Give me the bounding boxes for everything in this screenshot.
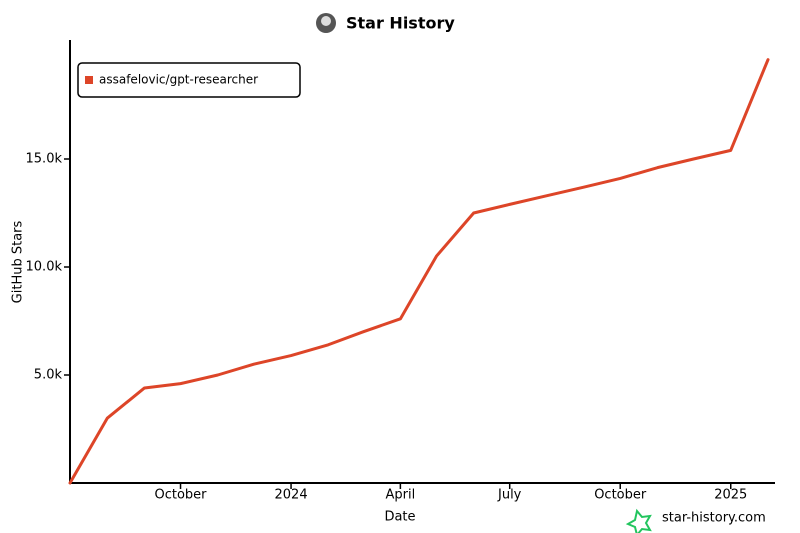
legend-swatch [85, 76, 93, 84]
y-tick-label: 15.0k [26, 152, 63, 167]
chart-title: Star History [346, 14, 455, 33]
avatar-face [321, 16, 331, 26]
legend-label: assafelovic/gpt-researcher [99, 73, 258, 87]
y-axis-label: GitHub Stars [11, 220, 26, 303]
x-tick-label: October [155, 488, 208, 503]
y-tick-label: 5.0k [34, 368, 63, 383]
watermark-icon [625, 508, 652, 533]
x-axis-label: Date [384, 510, 415, 525]
x-tick-label: October [594, 488, 647, 503]
x-tick-label: July [497, 488, 522, 503]
x-tick-label: 2025 [714, 488, 747, 503]
line [68, 58, 770, 485]
legend-box [77, 62, 301, 98]
watermark: star-history.com [662, 511, 766, 526]
x-tick-label: April [386, 488, 416, 503]
x-tick-label: 2024 [275, 488, 308, 503]
y-tick-label: 10.0k [26, 260, 63, 275]
